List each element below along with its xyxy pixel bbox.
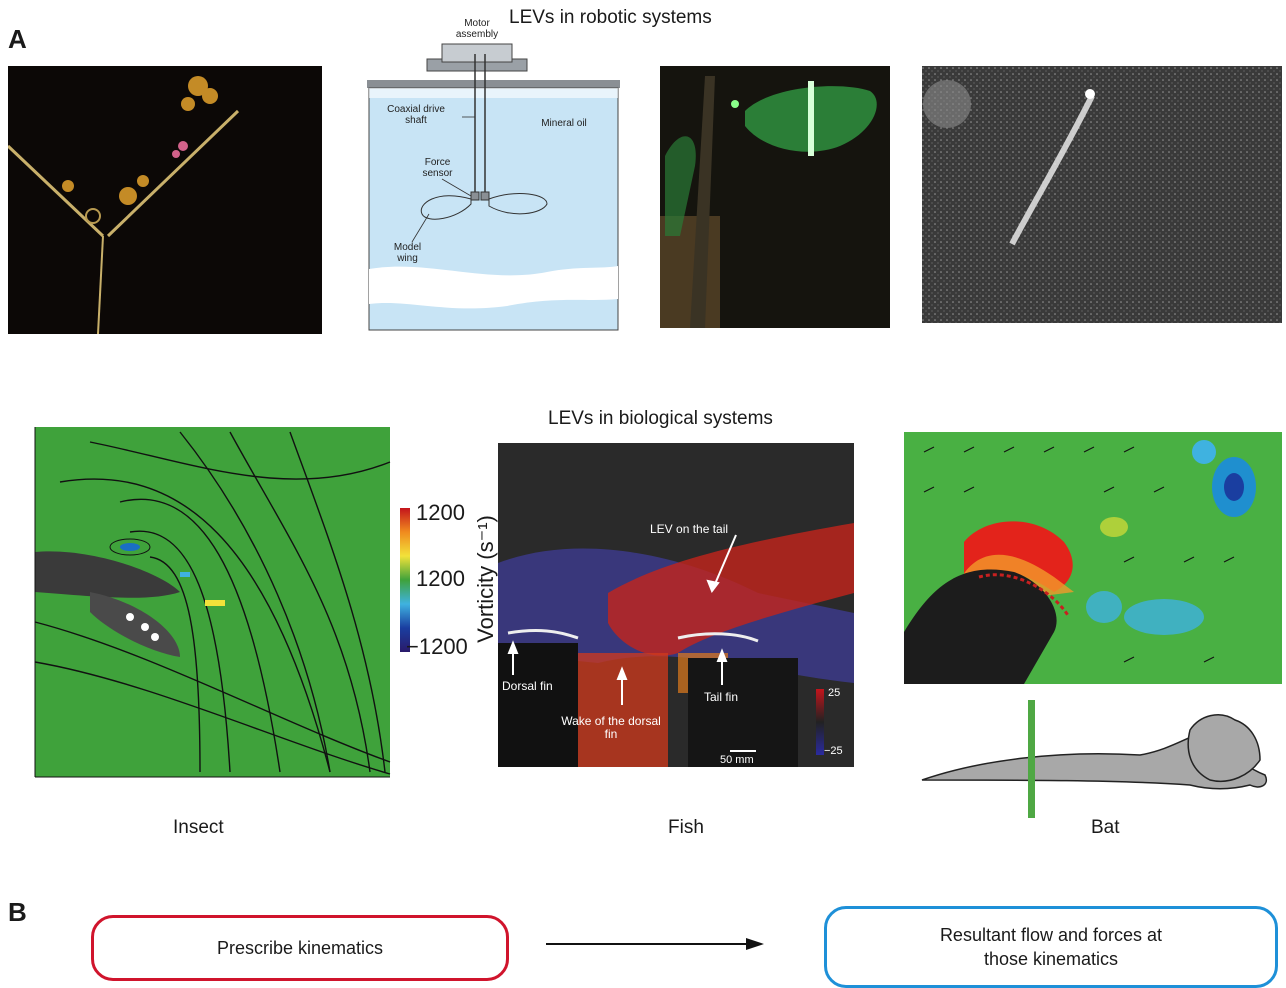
resultant-flow-box: Resultant flow and forces at those kinem… <box>824 906 1278 988</box>
fish-lev-tail-label: LEV on the tail <box>650 522 729 536</box>
biological-systems-title: LEVs in biological systems <box>548 408 773 429</box>
flow-arrow <box>546 938 764 950</box>
robotic-piv-photo <box>922 66 1282 323</box>
fish-dorsal-fin-label: Dorsal fin <box>502 679 553 693</box>
insect-caption: Insect <box>173 817 224 838</box>
insect-cbar-tick-top: 1200 <box>416 500 465 525</box>
insect-colorbar <box>400 508 410 652</box>
insect-colorbar-label: Vorticity (s⁻¹) <box>473 515 498 643</box>
prescribe-kinematics-box: Prescribe kinematics <box>91 915 509 981</box>
insect-cbar-tick-bottom: −1200 <box>406 634 468 659</box>
fish-tail-fin-label: Tail fin <box>704 690 739 704</box>
mineral-oil-label: Mineral oil <box>541 118 587 129</box>
resultant-flow-text: Resultant flow and forces at those kinem… <box>939 925 1163 969</box>
robotic-tank-diagram: Motor assembly Coaxial drive shaft Miner… <box>367 14 620 332</box>
robotic-wing-smoke-photo <box>8 66 322 334</box>
robotic-systems-title: LEVs in robotic systems <box>509 7 712 28</box>
panel-b-label: B <box>8 897 27 927</box>
insect-cbar-tick-mid: 1200 <box>416 566 465 591</box>
bat-vorticity-plot <box>904 432 1282 684</box>
fish-piv-plot: LEV on the tail Dorsal fin Wake of the d… <box>498 443 854 767</box>
fish-cbar-max: 25 <box>828 687 841 699</box>
fish-caption: Fish <box>668 817 704 838</box>
model-wing-label: Model wing <box>393 242 422 264</box>
bat-silhouette-diagram <box>920 690 1282 820</box>
fish-scale-label: 50 mm <box>720 754 754 766</box>
bat-caption: Bat <box>1091 817 1120 838</box>
panel-a-label: A <box>8 24 27 54</box>
robotic-laser-wing-photo <box>660 66 890 328</box>
drive-shaft-label: Coaxial drive shaft <box>387 104 445 126</box>
force-sensor-label: Force sensor <box>422 157 453 179</box>
prescribe-kinematics-text: Prescribe kinematics <box>216 938 384 958</box>
insect-vorticity-plot <box>30 422 398 782</box>
motor-assembly-label: Motor assembly <box>455 18 499 40</box>
fish-cbar-min: −25 <box>824 745 843 757</box>
fish-wake-label: Wake of the dorsal fin <box>561 714 661 741</box>
